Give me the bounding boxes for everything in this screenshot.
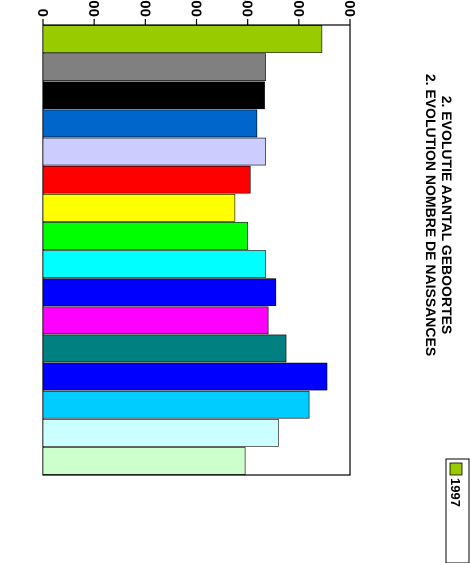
bar-2007	[42, 306, 269, 335]
axis-ticks-group: 0 100 200 300 400 500 600	[34, 0, 358, 25]
tick-label-100: 100	[85, 0, 102, 17]
bar-2001	[42, 137, 266, 166]
legend-swatch-1997	[449, 462, 463, 476]
bar-2012	[42, 447, 246, 475]
bar-2004	[42, 222, 248, 250]
bars-group	[42, 25, 328, 475]
bar-2005	[42, 250, 266, 278]
legend-label-1997: 1997	[448, 478, 463, 507]
chart-title-line-2: 2. EVOLUTION NOMBRE DE NAISSANCES	[423, 74, 439, 356]
tick-label-200: 200	[136, 0, 153, 17]
bar-2009	[42, 362, 328, 391]
chart-title-line-1: 2. EVOLUTIE AANTAL GEBOORTES	[439, 96, 455, 335]
bar-2010	[42, 390, 310, 419]
tick-label-400: 400	[239, 0, 256, 17]
legend-frame	[445, 458, 470, 563]
bar-2008	[42, 334, 287, 363]
tick-label-300: 300	[188, 0, 205, 17]
bar-2000	[42, 109, 258, 138]
bar-2006	[42, 278, 277, 306]
bar-1999	[42, 81, 265, 110]
tick-label-600: 600	[341, 0, 358, 17]
bar-2011	[42, 419, 279, 447]
bar-2003	[42, 194, 236, 222]
bar-1998	[42, 53, 266, 81]
bar-1997	[42, 25, 323, 53]
tick-label-500: 500	[290, 0, 307, 17]
tick-label-0: 0	[34, 9, 51, 17]
bar-2002	[42, 165, 251, 194]
legend: 1997199819992000200120022003200420052006…	[445, 458, 470, 563]
